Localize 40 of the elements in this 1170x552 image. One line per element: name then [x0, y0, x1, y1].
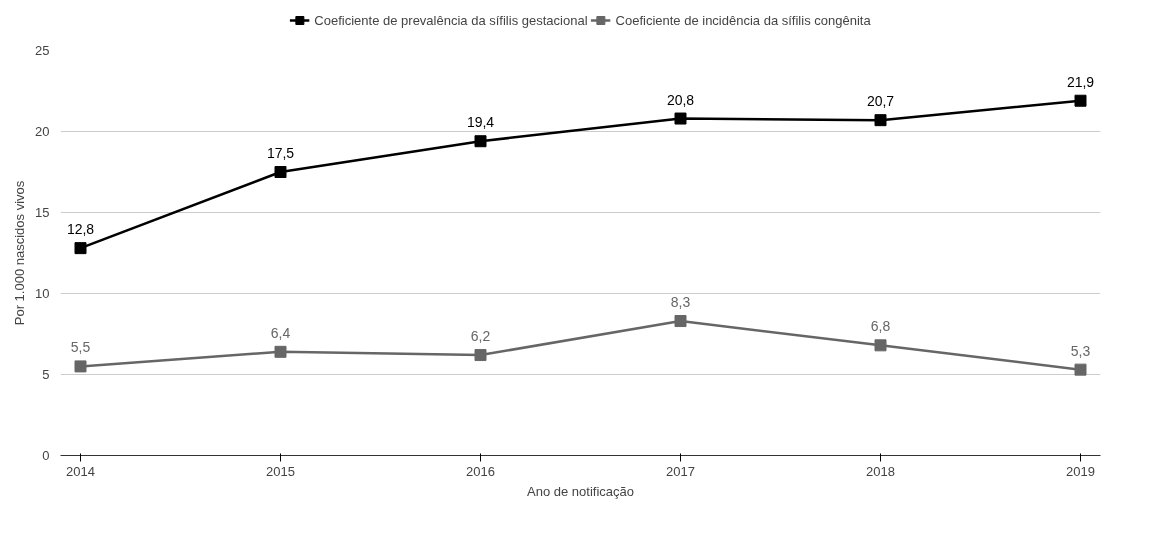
y-tick-label: 10: [35, 286, 50, 301]
y-tick-label: 20: [35, 124, 50, 139]
x-tick-label: 2015: [266, 463, 295, 479]
data-label: 6,4: [270, 324, 291, 341]
data-label: 17,5: [266, 145, 295, 161]
point: [474, 135, 487, 148]
data-label: 6,2: [470, 328, 491, 345]
legend-label: Coeficiente de incidência da sífilis congênita: [615, 12, 871, 28]
y-axis-title: Por 1.000 nascidos vivos: [12, 180, 28, 326]
point: [674, 315, 687, 328]
point: [674, 112, 687, 125]
y-tick-label: 25: [35, 43, 50, 58]
x-tick-label: 2016: [466, 463, 495, 479]
point: [1074, 94, 1087, 107]
data-label: 20,7: [866, 93, 895, 110]
point: [74, 242, 87, 255]
data-label: 19,4: [466, 114, 495, 131]
point: [474, 349, 487, 362]
legend-label: Coeficiente de prevalência da sífilis gestacional: [314, 12, 588, 28]
point: [874, 339, 887, 352]
point: [274, 166, 287, 178]
y-tick-label: 0: [42, 448, 50, 463]
x-tick-label: 2017: [666, 463, 695, 479]
data-label: 5,3: [1070, 342, 1091, 359]
data-label: 21,9: [1066, 73, 1095, 90]
point: [274, 345, 287, 358]
data-label: 8,3: [670, 294, 691, 311]
x-axis-title: Ano de notificação: [527, 483, 634, 499]
point: [1074, 363, 1087, 376]
x-tick-label: 2018: [866, 463, 895, 479]
point: [874, 114, 887, 127]
data-label: 12,8: [66, 221, 95, 238]
data-label: 5,5: [70, 339, 91, 356]
data-label: 6,8: [870, 318, 891, 335]
x-tick-label: 2014: [66, 463, 95, 479]
point: [74, 360, 87, 373]
y-tick-label: 5: [42, 367, 50, 382]
x-tick-label: 2019: [1066, 463, 1095, 479]
y-tick-label: 15: [35, 205, 50, 220]
data-label: 20,8: [666, 91, 695, 108]
